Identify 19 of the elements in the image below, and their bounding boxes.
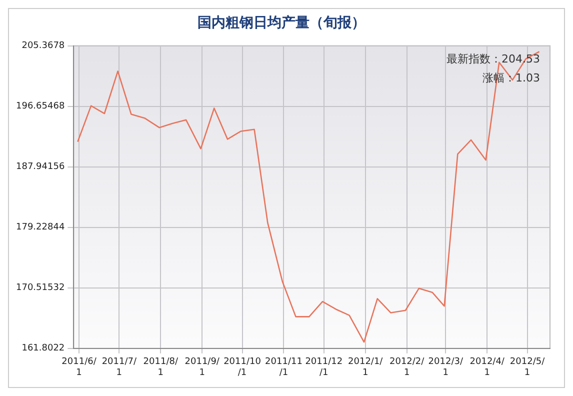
y-tick-label: 161.8022 (22, 344, 65, 354)
x-tick-label: 2011/9/1 (184, 357, 220, 378)
x-tick-label: 2011/8/1 (143, 357, 179, 378)
chart-title: 国内粗钢日均产量（旬报） (198, 14, 366, 32)
x-tick-label: 2011/11/1 (265, 357, 302, 378)
y-tick-label: 205.3678 (22, 41, 65, 52)
x-tick-label: 2011/6/1 (62, 357, 98, 378)
y-tick-label: 170.51532 (16, 283, 65, 294)
y-tick-label: 196.65468 (16, 102, 65, 112)
x-tick-label: 2012/3/1 (428, 357, 464, 378)
x-tick-label: 2012/4/1 (470, 357, 506, 378)
x-tick-label: 2012/2/1 (389, 357, 426, 378)
x-tick-label: 2012/5/1 (510, 357, 546, 378)
x-tick-label: 2011/7/1 (102, 357, 138, 378)
y-tick-label: 179.22844 (16, 222, 65, 233)
x-tick-label: 2011/12/1 (305, 357, 343, 378)
y-tick-label: 187.94156 (16, 162, 65, 172)
x-tick-label: 2011/10/1 (224, 357, 262, 378)
x-tick-label: 2012/1/1 (348, 357, 384, 378)
